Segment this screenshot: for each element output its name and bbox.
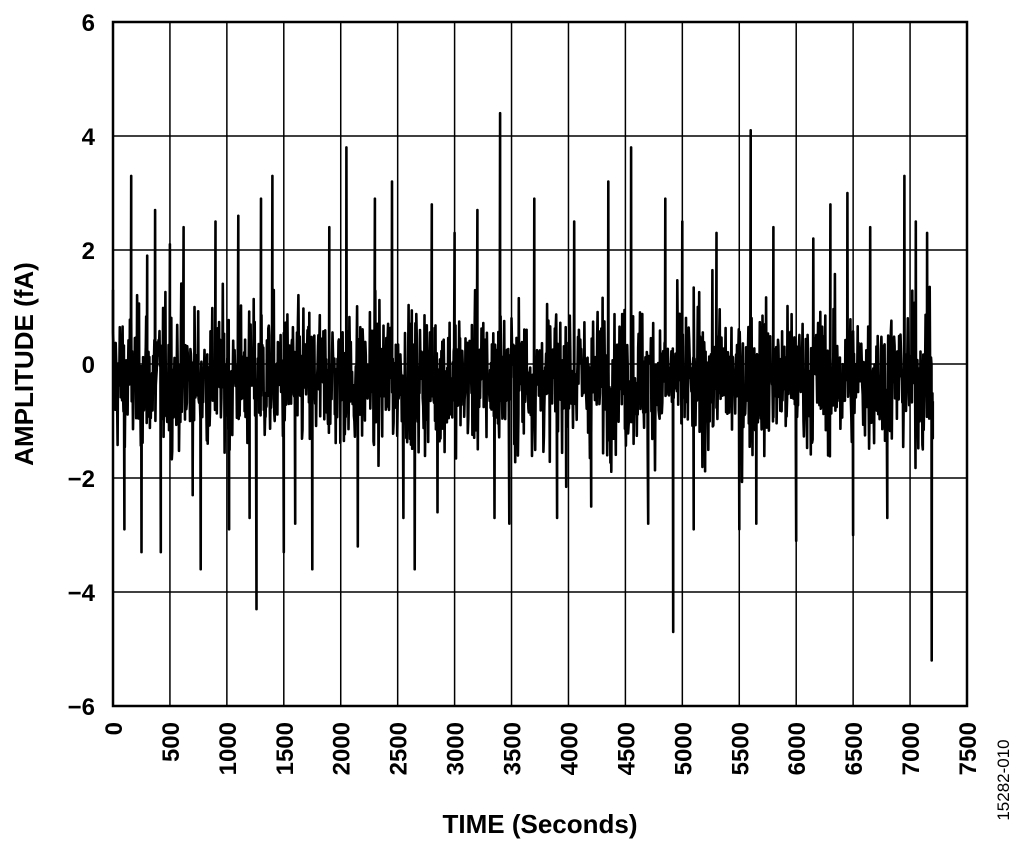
y-tick-label: −2 <box>68 466 95 493</box>
x-tick-label: 1000 <box>215 722 242 775</box>
x-tick-label: 6500 <box>841 722 868 775</box>
x-tick-label: 2000 <box>329 722 356 775</box>
x-tick-label: 4000 <box>556 722 583 775</box>
y-tick-label: 0 <box>82 352 95 379</box>
x-tick-label: 5000 <box>670 722 697 775</box>
y-tick-label: −6 <box>68 694 95 721</box>
y-tick-label: 2 <box>82 238 95 265</box>
x-tick-label: 6000 <box>784 722 811 775</box>
y-tick-label: 6 <box>82 10 95 37</box>
y-tick-labels: 6 4 2 0 −2 −4 −6 <box>68 10 96 721</box>
x-tick-label: 1500 <box>272 722 299 775</box>
y-axis-label: AMPLITUDE (fA) <box>9 262 39 466</box>
x-tick-labels: 0 500 1000 1500 2000 2500 3000 3500 4000 4500 5000… <box>101 722 982 775</box>
figure-id: 15282-010 <box>994 739 1013 820</box>
x-tick-label: 5500 <box>727 722 754 775</box>
y-tick-label: −4 <box>68 580 96 607</box>
x-tick-label: 3000 <box>443 722 470 775</box>
x-axis-label: TIME (Seconds) <box>442 809 637 839</box>
plot-frame <box>111 20 969 708</box>
x-tick-label: 2500 <box>386 722 413 775</box>
series-line <box>111 111 935 662</box>
x-tick-label: 0 <box>101 722 128 735</box>
series-trace <box>111 111 935 662</box>
x-tick-label: 4500 <box>613 722 640 775</box>
y-tick-label: 4 <box>82 124 96 151</box>
x-tick-label: 3500 <box>500 722 527 775</box>
x-tick-label: 500 <box>158 722 185 762</box>
x-tick-label: 7500 <box>955 722 982 775</box>
x-tick-label: 7000 <box>898 722 925 775</box>
